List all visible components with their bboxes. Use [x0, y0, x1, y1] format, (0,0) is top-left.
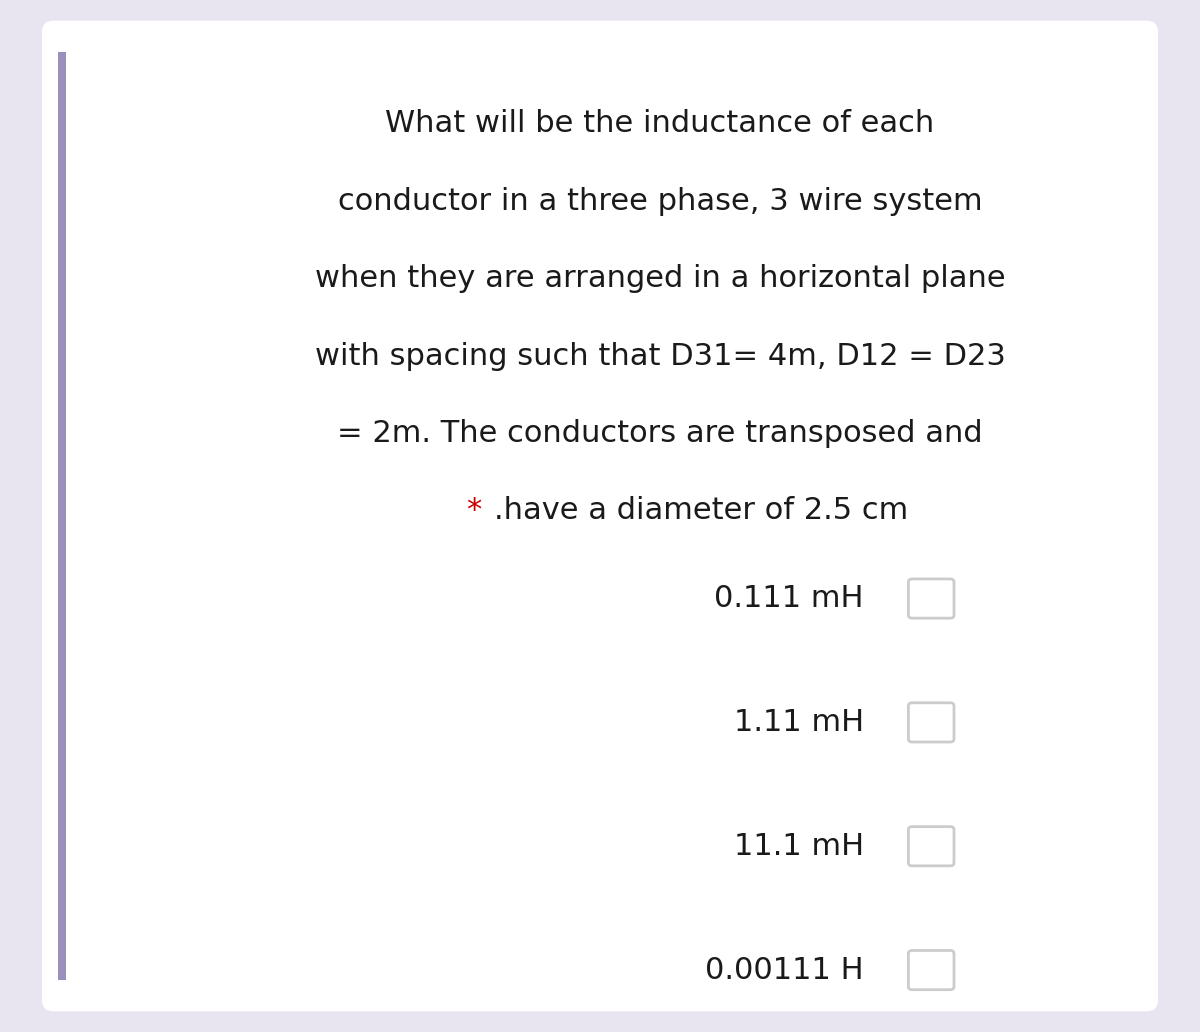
FancyBboxPatch shape — [42, 21, 1158, 1011]
Text: .have a diameter of 2.5 cm: .have a diameter of 2.5 cm — [494, 496, 908, 525]
FancyBboxPatch shape — [908, 950, 954, 990]
Text: 0.111 mH: 0.111 mH — [714, 584, 864, 613]
Text: *: * — [467, 496, 492, 525]
Text: 1.11 mH: 1.11 mH — [734, 708, 864, 737]
FancyBboxPatch shape — [908, 579, 954, 618]
Bar — [58, 52, 66, 980]
Text: with spacing such that D31= 4m, D12 = D23: with spacing such that D31= 4m, D12 = D2… — [314, 342, 1006, 370]
Text: when they are arranged in a horizontal plane: when they are arranged in a horizontal p… — [314, 264, 1006, 293]
Text: What will be the inductance of each: What will be the inductance of each — [385, 109, 935, 138]
FancyBboxPatch shape — [908, 703, 954, 742]
Text: conductor in a three phase, 3 wire system: conductor in a three phase, 3 wire syste… — [337, 187, 983, 216]
Text: 11.1 mH: 11.1 mH — [734, 832, 864, 861]
Text: 0.00111 H: 0.00111 H — [706, 956, 864, 985]
FancyBboxPatch shape — [908, 827, 954, 866]
Text: = 2m. The conductors are transposed and: = 2m. The conductors are transposed and — [337, 419, 983, 448]
